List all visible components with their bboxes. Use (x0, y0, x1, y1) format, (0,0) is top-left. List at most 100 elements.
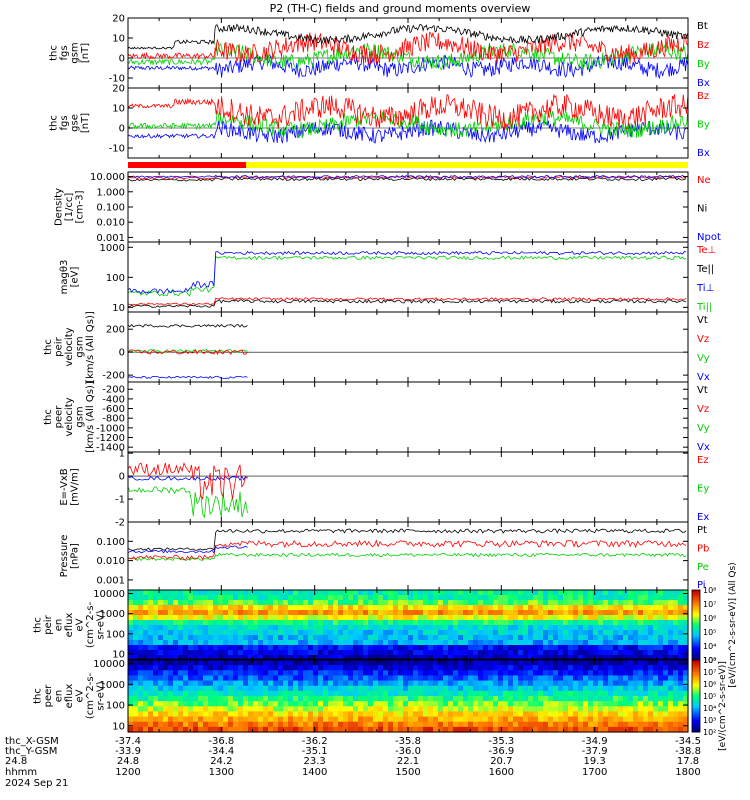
heatmap-cell (288, 665, 294, 671)
heatmap-cell (528, 726, 534, 733)
heatmap-cell (493, 630, 499, 636)
heatmap-cell (503, 605, 509, 611)
heatmap-cell (413, 716, 419, 723)
heatmap-cell (283, 706, 289, 713)
heatmap-cell (478, 701, 484, 707)
heatmap-cell (198, 685, 204, 692)
heatmap-cell (498, 610, 504, 616)
heatmap-cell (533, 701, 539, 707)
heatmap-cell (598, 675, 604, 682)
heatmap-cell (203, 655, 209, 661)
heatmap-cell (568, 670, 574, 677)
heatmap-cell (398, 711, 404, 718)
heatmap-cell (498, 680, 504, 687)
heatmap-cell (228, 685, 234, 692)
heatmap-cell (138, 706, 144, 713)
heatmap-cell (478, 605, 484, 611)
heatmap-cell (473, 635, 479, 641)
heatmap-cell (313, 660, 319, 666)
heatmap-cell (358, 590, 364, 596)
heatmap-cell (538, 655, 544, 661)
heatmap-cell (228, 595, 234, 601)
heatmap-cell (333, 600, 339, 606)
colorbar-cell (692, 664, 700, 668)
heatmap-cell (388, 665, 394, 671)
heatmap-cell (613, 600, 619, 606)
heatmap-cell (533, 610, 539, 616)
heatmap-cell (528, 685, 534, 692)
heatmap-cell (393, 610, 399, 616)
heatmap-cell (183, 721, 189, 728)
heatmap-cell (258, 650, 264, 656)
heatmap-cell (313, 595, 319, 601)
heatmap-cell (263, 635, 269, 641)
heatmap-cell (288, 625, 294, 631)
heatmap-cell (563, 711, 569, 718)
heatmap-cell (413, 605, 419, 611)
legend-entry: Ez (697, 455, 709, 466)
heatmap-cell (253, 711, 259, 718)
heatmap-cell (308, 716, 314, 723)
heatmap-cell (478, 696, 484, 702)
heatmap-cell (378, 675, 384, 682)
heatmap-cell (403, 620, 409, 626)
heatmap-cell (478, 655, 484, 661)
heatmap-cell (653, 590, 659, 596)
heatmap-cell (593, 635, 599, 641)
heatmap-cell (573, 721, 579, 728)
heatmap-cell (203, 615, 209, 621)
heatmap-cell (568, 605, 574, 611)
heatmap-cell (128, 716, 134, 723)
heatmap-cell (518, 721, 524, 728)
heatmap-cell (263, 685, 269, 692)
heatmap-cell (163, 610, 169, 616)
heatmap-cell (218, 660, 224, 666)
heatmap-cell (458, 670, 464, 677)
heatmap-cell (513, 640, 519, 646)
y-axis-label: thc (48, 115, 59, 131)
heatmap-cell (518, 670, 524, 677)
heatmap-cell (258, 726, 264, 733)
heatmap-cell (203, 610, 209, 616)
colorbar-cell (692, 710, 700, 714)
heatmap-cell (383, 620, 389, 626)
heatmap-cell (553, 615, 559, 621)
heatmap-cell (483, 716, 489, 723)
heatmap-cell (228, 655, 234, 661)
heatmap-cell (593, 726, 599, 733)
heatmap-cell (303, 600, 309, 606)
heatmap-cell (373, 721, 379, 728)
heatmap-cell (563, 670, 569, 677)
heatmap-cell (508, 600, 514, 606)
heatmap-cell (578, 665, 584, 671)
heatmap-cell (428, 645, 434, 651)
heatmap-cell (638, 665, 644, 671)
heatmap-cell (263, 706, 269, 713)
heatmap-cell (448, 625, 454, 631)
heatmap-cell (198, 650, 204, 656)
heatmap-cell (368, 660, 374, 666)
heatmap-cell (203, 605, 209, 611)
heatmap-cell (568, 690, 574, 697)
heatmap-cell (683, 620, 689, 626)
heatmap-cell (343, 675, 349, 682)
heatmap-cell (568, 655, 574, 661)
heatmap-cell (183, 615, 189, 621)
heatmap-cell (473, 605, 479, 611)
heatmap-cell (513, 590, 519, 596)
heatmap-cell (298, 685, 304, 692)
heatmap-cell (208, 675, 214, 682)
heatmap-cell (503, 716, 509, 723)
colorbar-cell (692, 634, 700, 638)
heatmap-cell (308, 605, 314, 611)
heatmap-cell (158, 605, 164, 611)
heatmap-cell (558, 650, 564, 656)
heatmap-cell (203, 726, 209, 733)
heatmap-cell (293, 670, 299, 677)
y-axis-label: [mV/m] (69, 468, 80, 506)
heatmap-cell (258, 701, 264, 707)
heatmap-cell (323, 721, 329, 728)
heatmap-cell (628, 630, 634, 636)
heatmap-cell (613, 645, 619, 651)
